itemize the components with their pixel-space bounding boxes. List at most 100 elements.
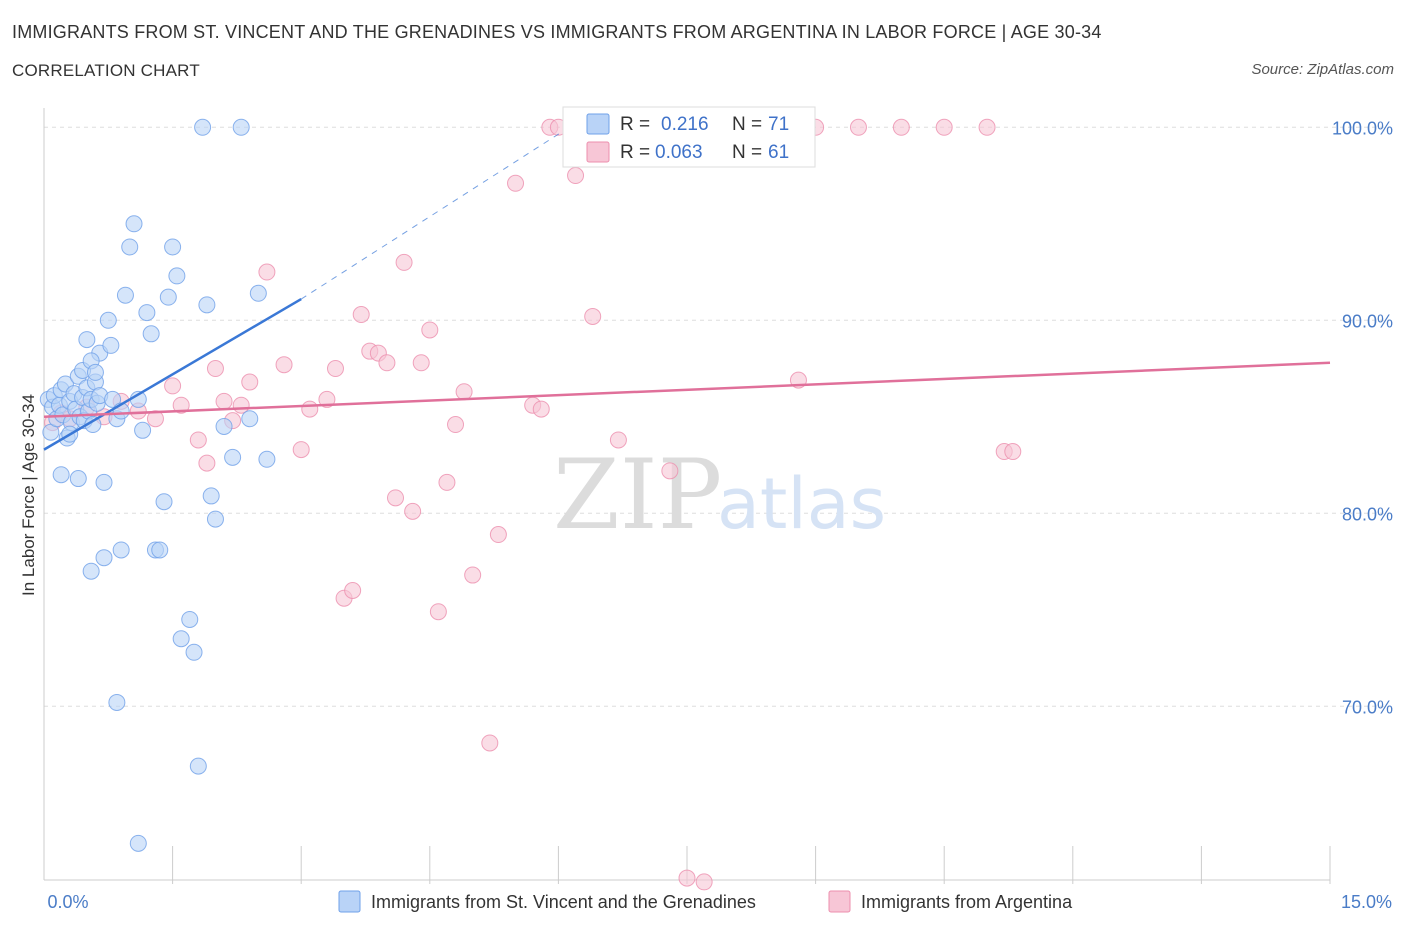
legend-swatch-blue [586,113,610,135]
argentina-point [464,566,482,584]
argentina-point [1004,443,1022,461]
legend-r-value: 0.063 [655,142,703,163]
argentina-point [301,400,319,418]
chart-title: IMMIGRANTS FROM ST. VINCENT AND THE GREN… [12,22,1102,42]
st-vincent-point [202,487,220,505]
legend-r-label: R = [620,114,650,135]
argentina-point [455,383,473,401]
argentina-point [206,360,224,378]
st-vincent-point [104,390,122,408]
st-vincent-point [168,267,186,285]
st-vincent-point [69,470,87,488]
st-vincent-point [129,834,147,852]
st-vincent-point [241,410,259,428]
argentina-point [661,462,679,480]
st-vincent-point [108,693,126,711]
st-vincent-point [52,466,70,484]
watermark: ZIP atlas [553,439,886,551]
st-vincent-point [116,286,134,304]
st-vincent-point [258,450,276,468]
legend-r-label: R = [620,142,650,163]
argentina-point [447,416,465,434]
y-tick-label: 100.0% [1332,118,1393,138]
watermark-zip: ZIP [553,439,722,551]
argentina-point [978,118,996,136]
st-vincent-point [125,215,143,233]
trend-lines [43,117,1331,451]
st-vincent-point [232,118,250,136]
st-vincent-point [86,363,104,381]
st-vincent-point [164,238,182,256]
argentina-point [695,873,713,891]
st-vincent-point [189,757,207,775]
argentina-point [318,390,336,408]
argentina-point [326,360,344,378]
argentina-point [352,306,370,324]
st-vincent-point [102,336,120,354]
argentina-point [146,410,164,428]
legend-r-value: 0.216 [661,114,709,135]
argentina-trend-line [43,361,1331,419]
argentina-point [395,253,413,271]
st-vincent-point [134,421,152,439]
argentina-point [935,118,953,136]
argentina-point [164,377,182,395]
st-vincent-point [172,630,190,648]
argentina-point [892,118,910,136]
y-tick-label: 90.0% [1342,311,1393,331]
argentina-point [172,396,190,414]
st-vincent-point [185,643,203,661]
legend-swatch-st-vincent [338,890,361,913]
argentina-point [292,441,310,459]
series-st-vincent-points [39,118,276,852]
st-vincent-point [215,417,233,435]
st-vincent-point [142,325,160,343]
legend-n-label: N = [732,142,762,163]
st-vincent-point [95,473,113,491]
st-vincent-point [99,311,117,329]
argentina-point [481,734,499,752]
axes [43,108,1331,884]
st-vincent-point [198,296,216,314]
argentina-point [387,489,405,507]
argentina-point [438,473,456,491]
legend-label-argentina: Immigrants from Argentina [861,892,1073,912]
legend-label-st-vincent: Immigrants from St. Vincent and the Gren… [371,892,756,912]
argentina-point [258,263,276,281]
x-tick-label-max: 15.0% [1341,892,1392,912]
st-vincent-point [206,510,224,528]
st-vincent-trend-line [43,297,302,451]
argentina-point [507,174,525,192]
argentina-point [421,321,439,339]
st-vincent-point [121,238,139,256]
y-axis-label: In Labor Force | Age 30-34 [19,394,38,596]
st-vincent-point [95,549,113,567]
correlation-legend: R = 0.216 N = 71 R = 0.063 N = 61 [562,106,816,168]
argentina-point [189,431,207,449]
st-vincent-point [159,288,177,306]
legend-n-value: 61 [768,142,789,163]
y-tick-labels: 100.0% 90.0% 80.0% 70.0% [1332,118,1393,717]
st-vincent-point [78,331,96,349]
argentina-point [404,502,422,520]
chart-subtitle: CORRELATION CHART [12,61,200,80]
argentina-point [489,526,507,544]
x-tick-labels: 0.0% 15.0% [47,892,1392,912]
argentina-point [609,431,627,449]
argentina-point [584,307,602,325]
st-vincent-point [82,562,100,580]
x-tick-label-min: 0.0% [47,892,88,912]
st-vincent-point [181,610,199,628]
argentina-point [198,454,216,472]
argentina-point [241,373,259,391]
argentina-point [215,392,233,410]
st-vincent-trend-extension [300,117,585,300]
y-tick-label: 70.0% [1342,697,1393,717]
argentina-point [532,400,550,418]
st-vincent-point [224,448,242,466]
argentina-point [275,356,293,374]
argentina-point [429,603,447,621]
st-vincent-point [112,541,130,559]
legend-swatch-argentina [828,890,851,913]
